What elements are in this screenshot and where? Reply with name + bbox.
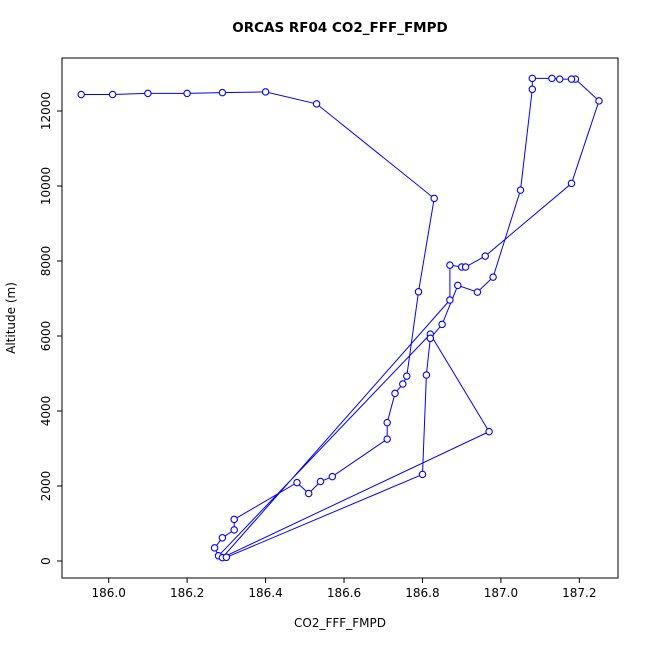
data-point-marker xyxy=(567,179,576,188)
data-point-marker xyxy=(230,526,238,534)
data-point-marker xyxy=(528,85,537,94)
data-point-marker xyxy=(454,281,462,290)
data-point-marker xyxy=(293,478,301,487)
x-tick-label: 187.2 xyxy=(562,586,596,600)
axes: 186.0 186.2 186.4 186.6 186.8 187.0 187.2 0 2000… xyxy=(39,57,619,600)
data-point-marker xyxy=(414,288,423,296)
plot-frame xyxy=(61,57,619,579)
x-tick-label: 186.6 xyxy=(327,586,361,600)
data-point-marker xyxy=(555,75,564,83)
x-tick-label: 186.0 xyxy=(92,586,126,600)
data-point-marker xyxy=(595,97,603,105)
y-tick-label: 2000 xyxy=(39,471,53,502)
data-point-marker xyxy=(304,489,313,498)
data-point-marker xyxy=(210,544,219,552)
data-point-marker xyxy=(261,88,270,96)
data-point-marker xyxy=(183,89,191,98)
y-tick-label: 10000 xyxy=(39,167,53,205)
data-point-marker xyxy=(328,472,337,481)
y-tick-label: 0 xyxy=(39,557,53,565)
data-point-marker xyxy=(399,380,407,388)
x-tick-label: 186.8 xyxy=(405,586,439,600)
data-point-marker xyxy=(481,252,489,260)
x-tick-label: 186.2 xyxy=(170,586,204,600)
data-point-marker xyxy=(383,435,391,443)
data-point-marker xyxy=(426,334,435,343)
data-point-marker xyxy=(528,74,537,83)
series-line xyxy=(81,77,600,559)
x-axis-label: CO2_FFF_FMPD xyxy=(294,616,386,630)
y-tick-label: 8000 xyxy=(39,246,53,277)
data-point-marker xyxy=(516,186,525,194)
data-point-marker xyxy=(391,389,399,398)
data-point-marker xyxy=(108,90,117,99)
data-point-marker xyxy=(312,100,321,108)
data-point-marker xyxy=(222,553,231,562)
data-point-marker xyxy=(230,515,238,524)
data-point-marker xyxy=(418,470,427,479)
data-point-marker xyxy=(430,194,438,203)
data-point-marker xyxy=(567,75,576,83)
x-tick-label: 187.0 xyxy=(484,586,518,600)
data-point-marker xyxy=(461,263,470,271)
data-point-marker xyxy=(473,288,482,296)
data-series xyxy=(77,74,603,562)
data-point-marker xyxy=(446,261,454,269)
data-point-marker xyxy=(438,320,446,329)
data-point-marker xyxy=(144,89,152,98)
chart-title: ORCAS RF04 CO2_FFF_FMPD xyxy=(232,20,447,36)
data-point-marker xyxy=(403,372,411,380)
data-point-marker xyxy=(383,418,391,427)
data-point-marker xyxy=(218,88,227,97)
data-point-marker xyxy=(77,90,85,99)
data-point-marker xyxy=(422,371,431,379)
data-point-marker xyxy=(548,74,556,83)
y-tick-label: 12000 xyxy=(39,92,53,130)
data-point-marker xyxy=(316,477,325,486)
y-axis-label: Altitude (m) xyxy=(4,282,18,354)
y-tick-label: 6000 xyxy=(39,321,53,352)
data-point-marker xyxy=(489,273,497,281)
y-tick-label: 4000 xyxy=(39,396,53,427)
data-point-marker xyxy=(218,534,227,542)
x-tick-label: 186.4 xyxy=(248,586,282,600)
data-point-marker xyxy=(485,427,493,436)
data-point-marker xyxy=(446,296,454,304)
